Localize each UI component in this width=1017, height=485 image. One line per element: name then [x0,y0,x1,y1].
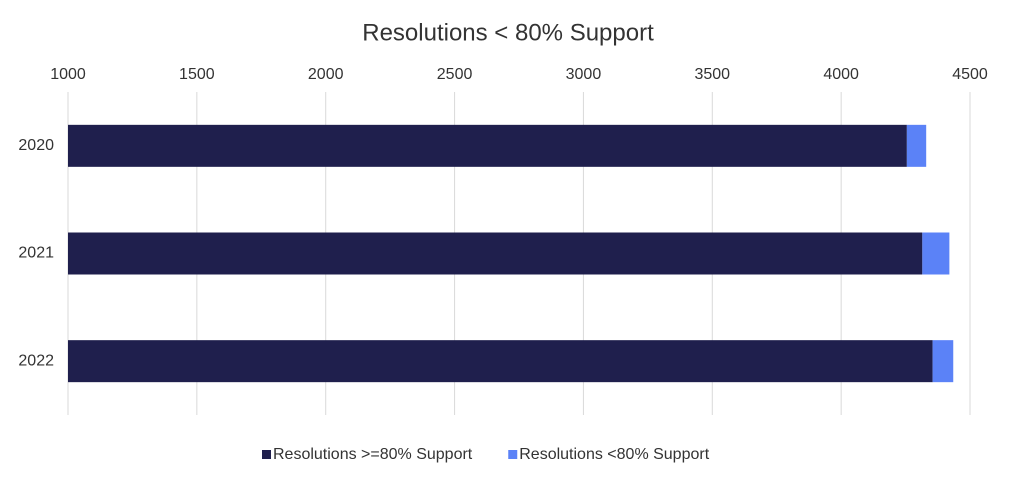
x-tick-label: 1500 [179,66,215,83]
y-tick-label: 2021 [18,245,54,262]
bar-segment [906,124,927,167]
legend-swatch [262,450,271,459]
x-tick-label: 2000 [308,66,344,83]
x-tick-label: 3500 [694,66,730,83]
x-tick-label: 1000 [50,66,86,83]
legend-label: Resolutions <80% Support [519,446,709,463]
y-tick-label: 2022 [18,352,54,369]
y-tick-label: 2020 [18,137,54,154]
chart-title: Resolutions < 80% Support [362,19,654,46]
bar-segment [922,232,950,275]
bar-segment [68,124,907,167]
legend-label: Resolutions >=80% Support [273,446,473,463]
x-tick-label: 4500 [952,66,988,83]
bar-segment [932,340,954,383]
x-tick-label: 4000 [823,66,859,83]
x-tick-label: 2500 [437,66,473,83]
x-tick-label: 3000 [566,66,602,83]
bar-segment [68,232,923,275]
bar-segment [68,340,933,383]
legend-swatch [508,450,518,459]
